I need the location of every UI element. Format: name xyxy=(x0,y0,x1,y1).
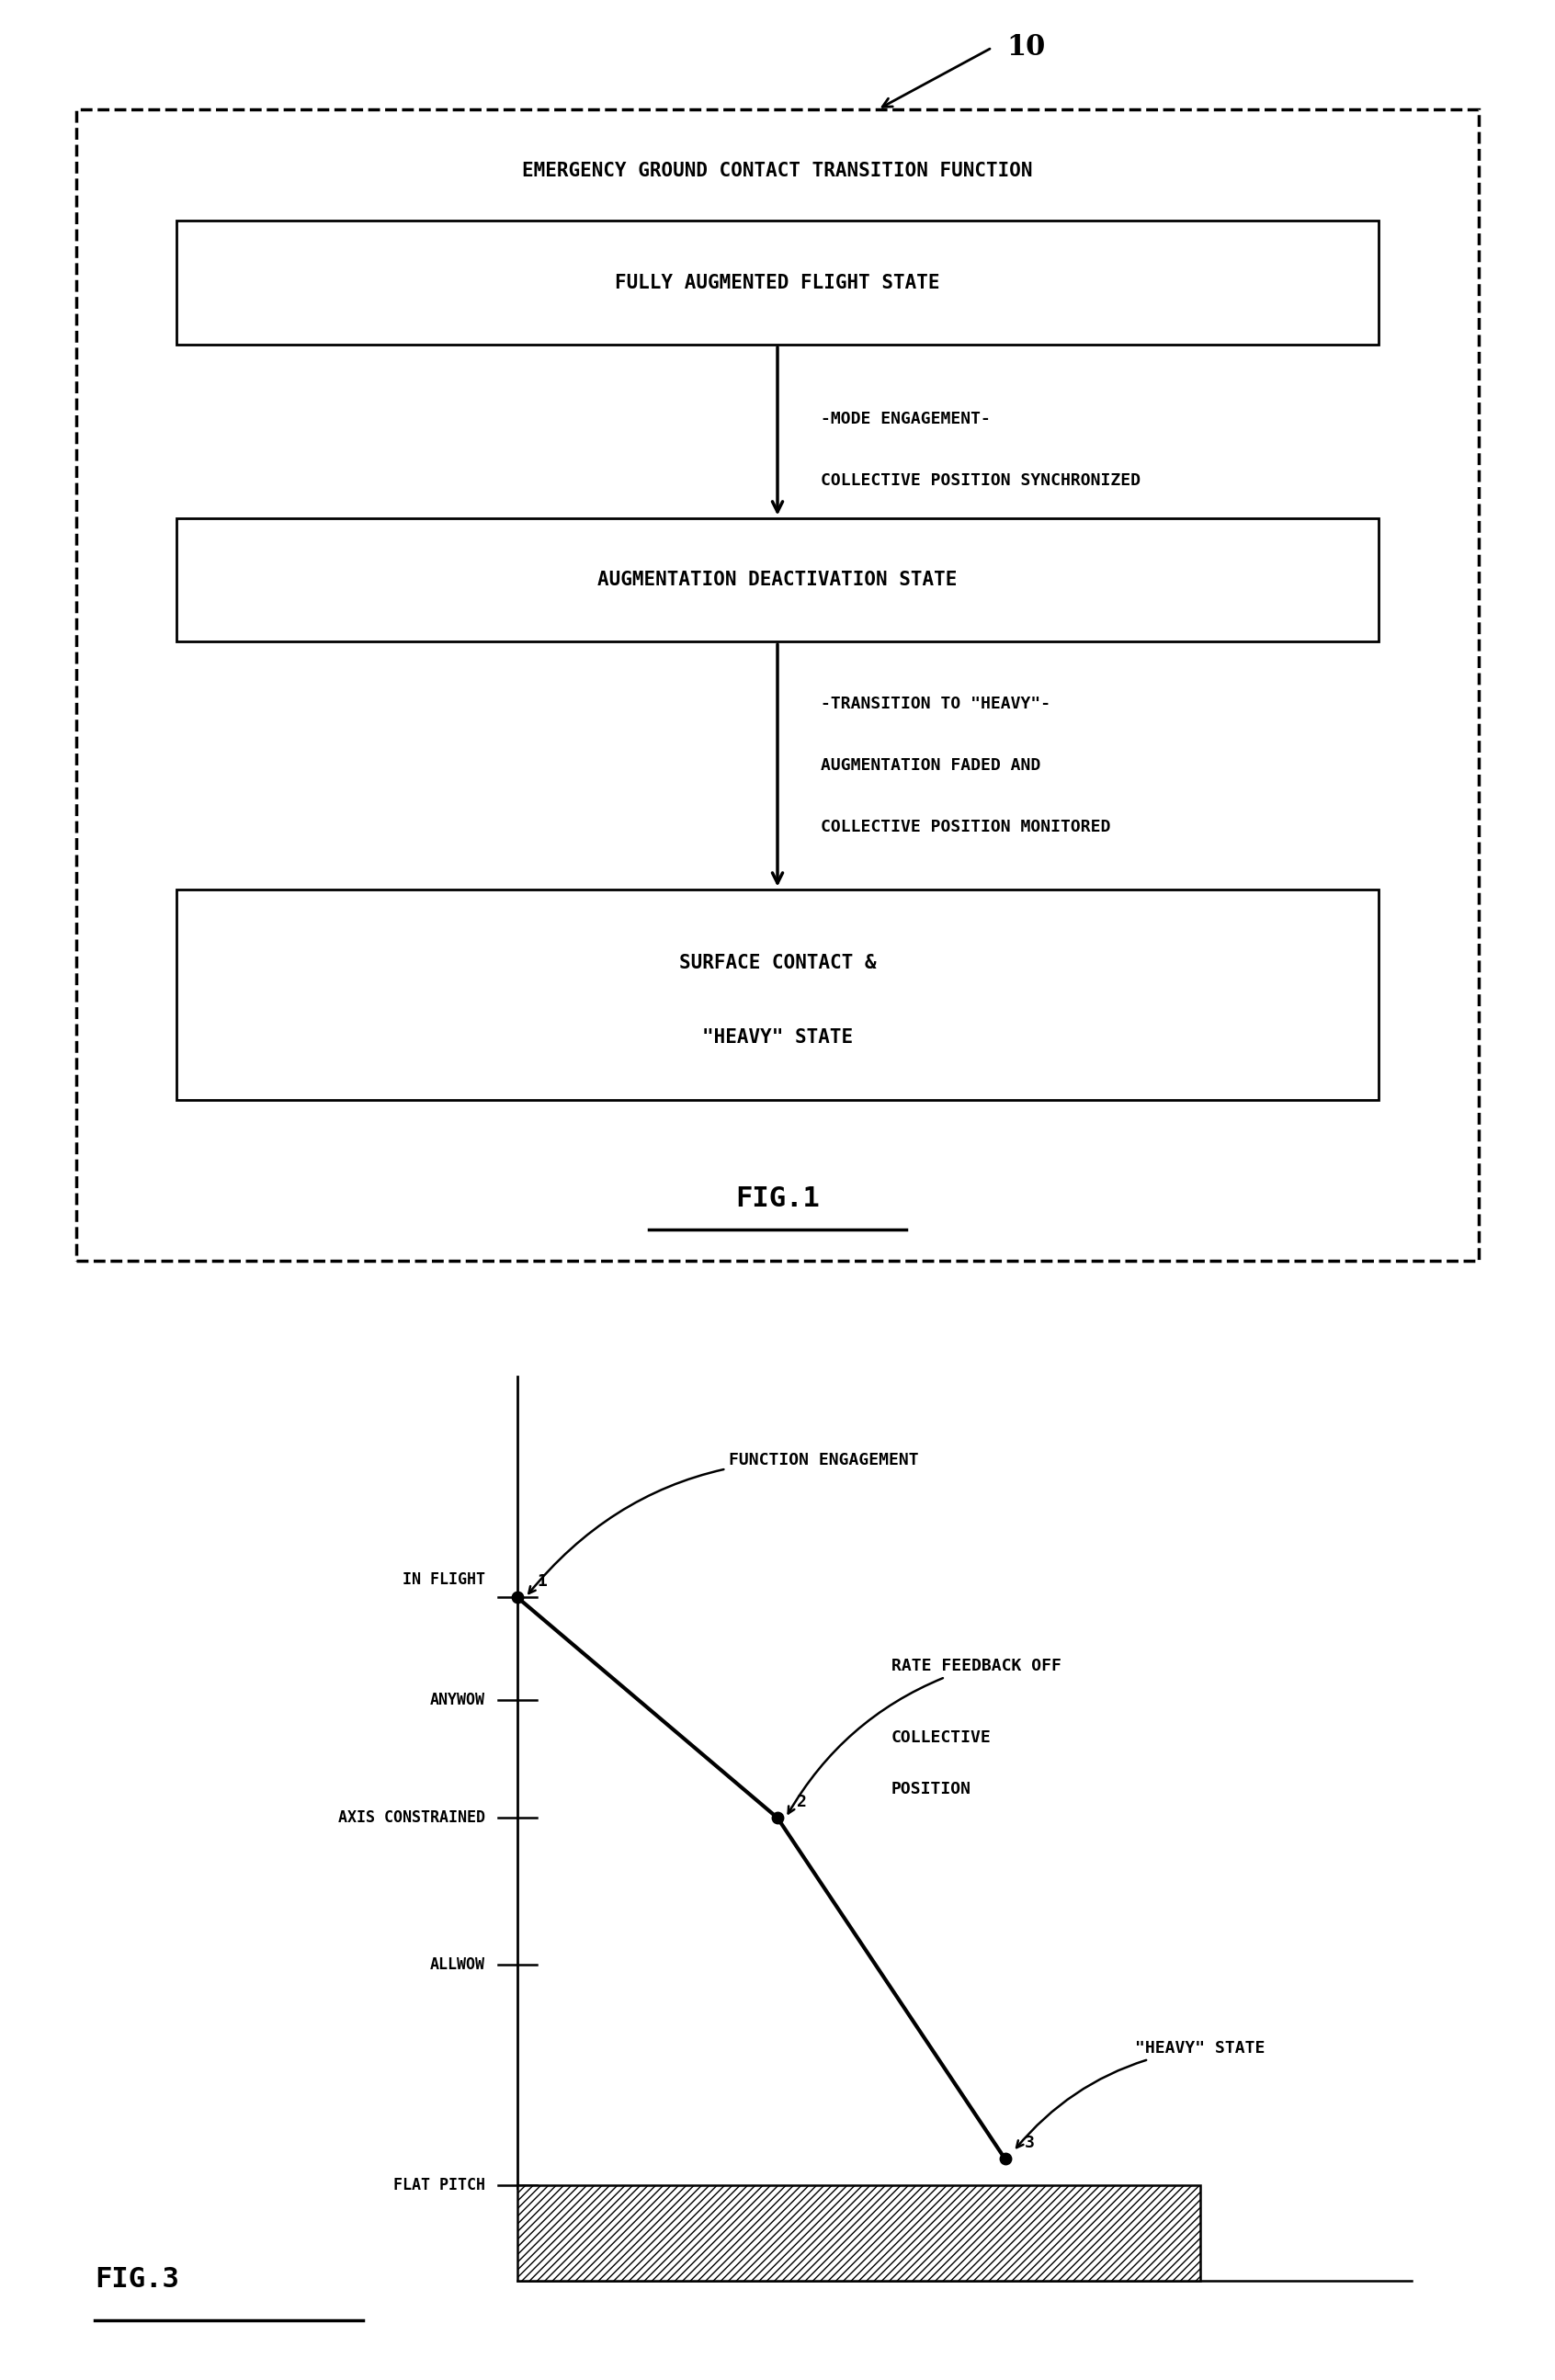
Text: AUGMENTATION FADED AND: AUGMENTATION FADED AND xyxy=(821,757,1040,774)
Text: ALLWOW: ALLWOW xyxy=(429,1956,485,1973)
Text: "HEAVY" STATE: "HEAVY" STATE xyxy=(1017,2040,1266,2147)
Text: FLAT PITCH: FLAT PITCH xyxy=(393,2178,485,2194)
Text: FIG.3: FIG.3 xyxy=(95,2266,179,2292)
Text: EMERGENCY GROUND CONTACT TRANSITION FUNCTION: EMERGENCY GROUND CONTACT TRANSITION FUNC… xyxy=(522,162,1033,181)
Text: -MODE ENGAGEMENT-: -MODE ENGAGEMENT- xyxy=(821,412,991,426)
Bar xyxy=(518,2185,1200,2280)
Text: COLLECTIVE POSITION MONITORED: COLLECTIVE POSITION MONITORED xyxy=(821,819,1110,835)
Text: COLLECTIVE POSITION SYNCHRONIZED: COLLECTIVE POSITION SYNCHRONIZED xyxy=(821,474,1140,488)
FancyBboxPatch shape xyxy=(177,519,1378,643)
Text: -TRANSITION TO "HEAVY"-: -TRANSITION TO "HEAVY"- xyxy=(821,695,1050,712)
FancyBboxPatch shape xyxy=(177,890,1378,1100)
Text: 2: 2 xyxy=(798,1792,807,1809)
Text: POSITION: POSITION xyxy=(891,1780,972,1797)
Text: SURFACE CONTACT &: SURFACE CONTACT & xyxy=(680,954,875,973)
Text: AXIS CONSTRAINED: AXIS CONSTRAINED xyxy=(337,1809,485,1825)
Text: 10: 10 xyxy=(1006,33,1045,62)
Text: "HEAVY" STATE: "HEAVY" STATE xyxy=(701,1028,854,1047)
Text: 1: 1 xyxy=(536,1573,547,1590)
Text: RATE FEEDBACK OFF: RATE FEEDBACK OFF xyxy=(788,1659,1061,1814)
Text: FULLY AUGMENTED FLIGHT STATE: FULLY AUGMENTED FLIGHT STATE xyxy=(616,274,939,293)
Text: AUGMENTATION DEACTIVATION STATE: AUGMENTATION DEACTIVATION STATE xyxy=(597,571,958,588)
Text: 3: 3 xyxy=(1025,2135,1034,2152)
Text: FIG.1: FIG.1 xyxy=(736,1185,819,1211)
Text: ANYWOW: ANYWOW xyxy=(429,1692,485,1709)
Text: IN FLIGHT: IN FLIGHT xyxy=(403,1571,485,1587)
Text: COLLECTIVE: COLLECTIVE xyxy=(891,1730,991,1747)
Text: FUNCTION ENGAGEMENT: FUNCTION ENGAGEMENT xyxy=(529,1452,919,1595)
FancyBboxPatch shape xyxy=(177,221,1378,345)
